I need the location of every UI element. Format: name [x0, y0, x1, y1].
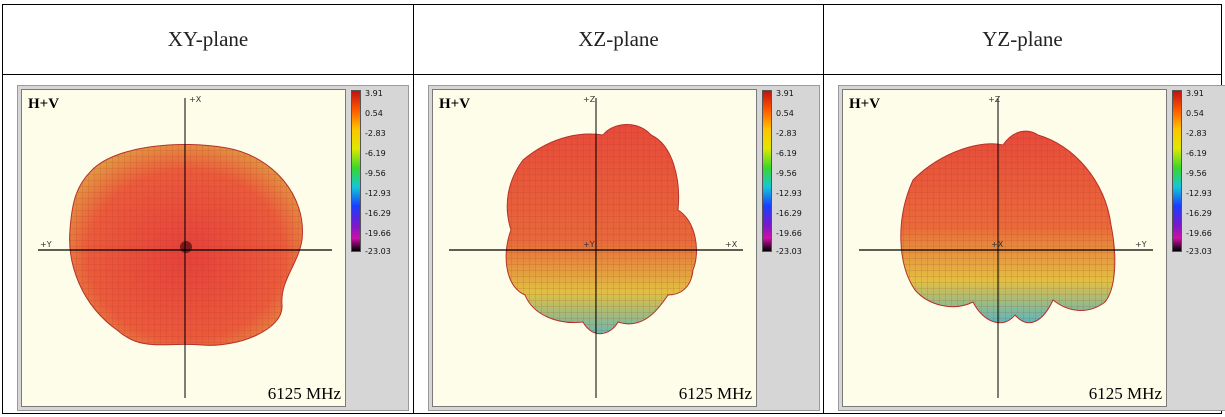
colorbar-tick: 0.54	[776, 109, 794, 118]
frequency-label: 6125 MHz	[1088, 384, 1162, 403]
pattern-panel-xz: H+V +Z +Y +X 6125 MHz 3.91 0.54 -2.83 -6…	[428, 85, 820, 411]
radiation-pattern-table: XY-plane XZ-plane YZ-plane	[2, 4, 1225, 414]
colorbar-tick: -9.56	[1186, 169, 1207, 178]
pattern-panel-xy: H+V +X +Y 6125 MHz 3.91 0.54 -2.83 -6.19…	[17, 85, 409, 411]
frequency-label: 6125 MHz	[267, 384, 341, 403]
pattern-graphic-xy	[38, 98, 332, 398]
axis-label-center: +Y	[583, 240, 595, 249]
colorbar	[351, 90, 361, 252]
colorbar-tick: -19.66	[365, 229, 391, 238]
colorbar-tick: -6.19	[1186, 149, 1207, 158]
colorbar-tick: -16.29	[776, 209, 802, 218]
colorbar-tick: -9.56	[365, 169, 386, 178]
header-xz-plane: XZ-plane	[413, 5, 823, 75]
frequency-label: 6125 MHz	[678, 384, 752, 403]
pattern-plot-yz: H+V +Z +X +Y 6125 MHz	[842, 89, 1167, 407]
colorbar-tick: -6.19	[776, 149, 797, 158]
colorbar-tick: -2.83	[1186, 129, 1207, 138]
axis-label-top: +Z	[583, 95, 596, 104]
pattern-graphic-xz	[449, 98, 743, 398]
colorbar-tick: 3.91	[1186, 89, 1204, 98]
pattern-graphic-yz	[859, 98, 1153, 398]
colorbar-tick: -16.29	[1186, 209, 1212, 218]
axis-label-top: +Z	[988, 95, 1001, 104]
colorbar-tick: -12.93	[776, 189, 802, 198]
colorbar-tick: -19.66	[776, 229, 802, 238]
colorbar-tick: -19.66	[1186, 229, 1212, 238]
mode-label: H+V	[849, 96, 881, 112]
colorbar-tick: 0.54	[1186, 109, 1204, 118]
colorbar-tick: -2.83	[365, 129, 386, 138]
colorbar	[762, 90, 772, 252]
axis-label-left: +Y	[40, 240, 52, 249]
colorbar-tick: -6.19	[365, 149, 386, 158]
cell-yz: H+V +Z +X +Y 6125 MHz 3.91 0.54 -2.83 -6…	[823, 75, 1225, 413]
colorbar-tick: -23.03	[365, 247, 391, 256]
axis-label-center: +X	[991, 240, 1004, 249]
cell-xy: H+V +X +Y 6125 MHz 3.91 0.54 -2.83 -6.19…	[3, 75, 413, 413]
colorbar-tick: 3.91	[365, 89, 383, 98]
colorbar-tick: -16.29	[365, 209, 391, 218]
colorbar-tick: -2.83	[776, 129, 797, 138]
colorbar-tick: 3.91	[776, 89, 794, 98]
axis-label-right: +X	[725, 240, 738, 249]
colorbar-tick: -9.56	[776, 169, 797, 178]
colorbar-tick: -12.93	[1186, 189, 1212, 198]
header-xy-plane: XY-plane	[3, 5, 413, 75]
pattern-plot-xy: H+V +X +Y 6125 MHz	[21, 89, 346, 407]
axis-label-right: +Y	[1135, 240, 1147, 249]
mode-label: H+V	[439, 96, 471, 112]
colorbar-tick: -23.03	[776, 247, 802, 256]
cell-xz: H+V +Z +Y +X 6125 MHz 3.91 0.54 -2.83 -6…	[413, 75, 823, 413]
pattern-panel-yz: H+V +Z +X +Y 6125 MHz 3.91 0.54 -2.83 -6…	[838, 85, 1225, 411]
pattern-plot-xz: H+V +Z +Y +X 6125 MHz	[432, 89, 757, 407]
colorbar	[1172, 90, 1182, 252]
mode-label: H+V	[28, 96, 60, 112]
colorbar-tick: 0.54	[365, 109, 383, 118]
colorbar-tick: -23.03	[1186, 247, 1212, 256]
colorbar-tick: -12.93	[365, 189, 391, 198]
header-yz-plane: YZ-plane	[823, 5, 1221, 75]
axis-label-top: +X	[189, 95, 202, 104]
